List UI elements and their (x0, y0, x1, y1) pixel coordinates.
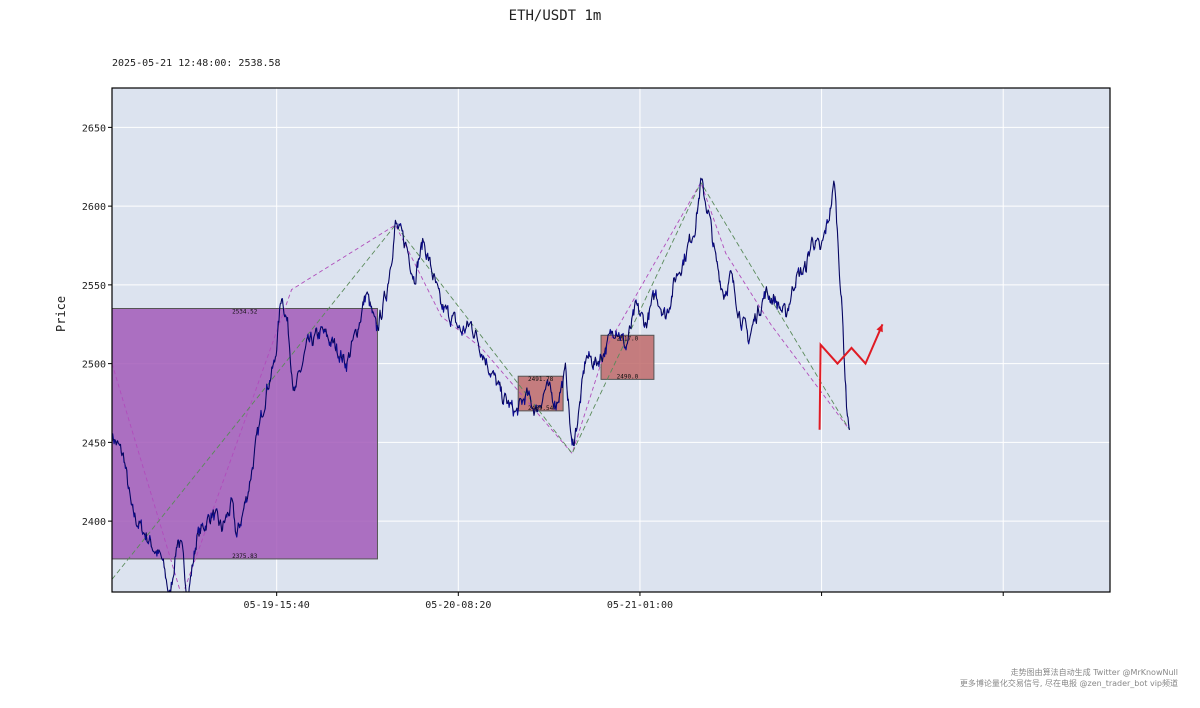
zone-labels-layer: 2534.52 2375.83 2491.78 2469.54 2517.0 2490.0 (232, 309, 639, 560)
x-tick-label: 05-20-08:20 (425, 600, 491, 611)
y-tick-label: 2400 (82, 517, 106, 528)
footer-line-2: 更多博论量化交易信号, 尽在电报 @zen_trader_bot vip频道 (959, 679, 1178, 688)
y-tick-label: 2450 (82, 438, 106, 449)
x-axis: 05-19-15:40 05-20-08:20 05-21-01:00 (244, 592, 1004, 611)
y-tick-label: 2550 (82, 281, 106, 292)
forecast-arrowhead (876, 324, 883, 333)
footer: 走势图由算法自动生成 Twitter @MrKnowNull 更多博论量化交易信… (960, 667, 1178, 689)
y-axis: 2400 2450 2500 2550 2600 2650 (82, 123, 112, 528)
chart-subtitle: 2025-05-21 12:48:00: 2538.58 (112, 58, 281, 69)
zone-box (111, 308, 378, 560)
zone-box (600, 334, 655, 380)
x-tick-label: 05-19-15:40 (244, 600, 310, 611)
forecast-line (818, 323, 884, 430)
y-tick-label: 2650 (82, 123, 106, 134)
price-line-overlay (112, 177, 850, 592)
zone-top-label: 2517.0 (617, 335, 639, 342)
zone-top-label: 2534.52 (232, 309, 258, 316)
zone-bottom-label: 2469.54 (528, 405, 554, 412)
chart-title: ETH/USDT 1m (508, 8, 602, 24)
zone-bottom-label: 2490.0 (617, 373, 639, 380)
zones-layer (111, 308, 655, 560)
zigzag-minor-line (112, 181, 850, 592)
plot-frame (111, 87, 1111, 593)
zone-top-label: 2491.78 (528, 376, 554, 383)
zigzag-main-line (112, 181, 850, 580)
y-tick-label: 2600 (82, 202, 106, 213)
y-tick-label: 2500 (82, 360, 106, 371)
lines-layer (112, 177, 884, 592)
x-tick-label: 05-21-01:00 (607, 600, 673, 611)
footer-line-1: 走势图由算法自动生成 Twitter @MrKnowNull (1010, 668, 1178, 677)
zone-bottom-label: 2375.83 (232, 553, 258, 560)
